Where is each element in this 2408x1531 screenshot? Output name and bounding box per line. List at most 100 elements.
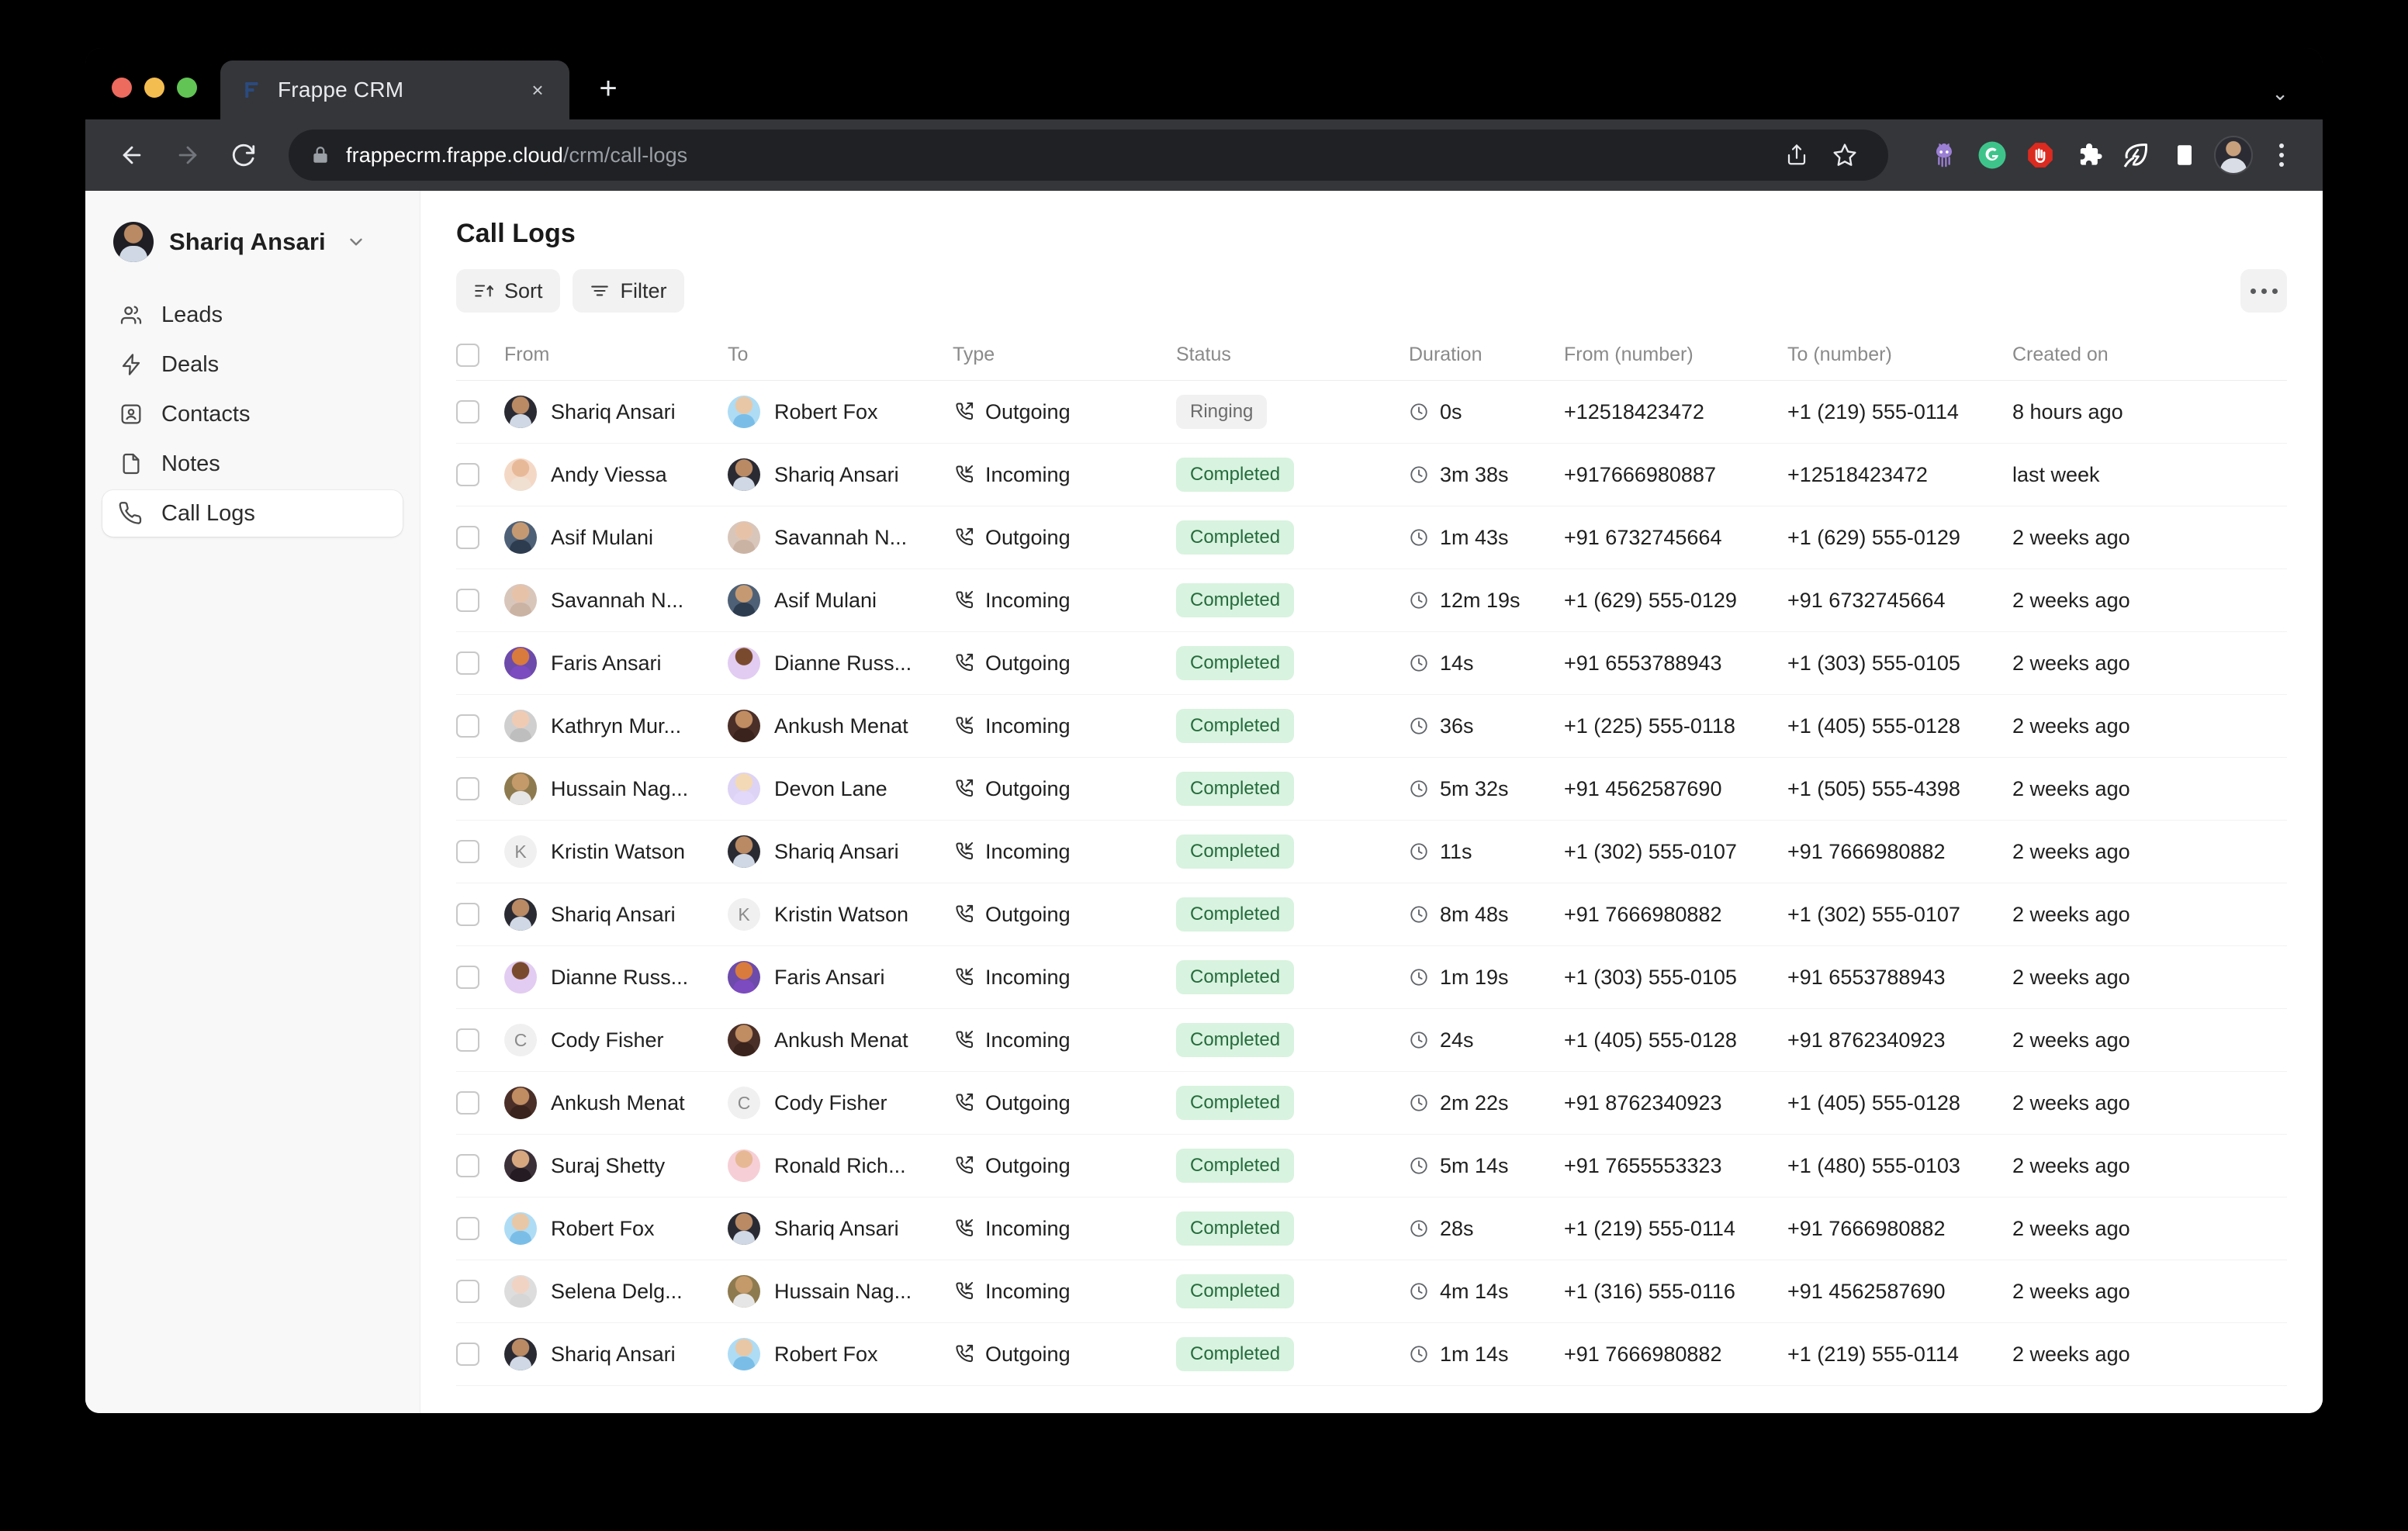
table-row[interactable]: Dianne Russ... Faris Ansari Incoming Comple… xyxy=(456,946,2287,1009)
row-checkbox[interactable] xyxy=(456,714,504,738)
cell-to-number: +1 (480) 555-0103 xyxy=(1787,1153,1960,1177)
row-checkbox[interactable] xyxy=(456,1217,504,1240)
cell-to-number: +1 (629) 555-0129 xyxy=(1787,525,1960,549)
cell-type: Incoming xyxy=(953,463,1176,487)
table-body: Shariq Ansari Robert Fox Outgoing Ringing 0s… xyxy=(456,381,2287,1386)
adblock-icon[interactable] xyxy=(2022,137,2059,174)
forward-button[interactable] xyxy=(163,130,213,180)
row-checkbox[interactable] xyxy=(456,903,504,926)
cell-from-number: +91 7666980882 xyxy=(1564,1342,1722,1366)
chevron-down-icon[interactable]: ⌄ xyxy=(2271,81,2289,105)
table-row[interactable]: Shariq Ansari K Kristin Watson Outgoing Comp… xyxy=(456,883,2287,946)
row-checkbox[interactable] xyxy=(456,463,504,486)
column-header-duration[interactable]: Duration xyxy=(1409,344,1483,365)
call-incoming-icon xyxy=(953,841,974,862)
maximize-window-button[interactable] xyxy=(177,78,197,98)
cell-type: Outgoing xyxy=(953,1343,1176,1367)
cell-created-on: 2 weeks ago xyxy=(2012,1028,2130,1052)
cell-duration: 1m 43s xyxy=(1409,526,1564,550)
back-button[interactable] xyxy=(107,130,157,180)
column-header-created-on[interactable]: Created on xyxy=(2012,344,2109,365)
duration-value: 5m 32s xyxy=(1440,776,1509,800)
cell-to-number: +91 6732745664 xyxy=(1787,588,1946,612)
leaf-icon[interactable] xyxy=(2118,137,2155,174)
puzzle-extensions-icon[interactable] xyxy=(2070,137,2107,174)
row-checkbox[interactable] xyxy=(456,966,504,989)
type-label: Incoming xyxy=(985,462,1071,486)
side-panel-icon[interactable] xyxy=(2166,137,2203,174)
browser-tab[interactable]: Frappe CRM × xyxy=(220,60,569,119)
row-checkbox[interactable] xyxy=(456,840,504,863)
sidebar-item-contacts[interactable]: Contacts xyxy=(102,391,403,437)
filter-button[interactable]: Filter xyxy=(572,269,684,313)
bookmark-star-icon[interactable] xyxy=(1823,133,1867,177)
reload-button[interactable] xyxy=(219,130,268,180)
sidebar-item-leads[interactable]: Leads xyxy=(102,292,403,338)
sidebar-user-switcher[interactable]: Shariq Ansari xyxy=(102,214,403,270)
profile-avatar[interactable] xyxy=(2214,136,2253,175)
select-all-checkbox[interactable] xyxy=(456,343,504,367)
row-checkbox[interactable] xyxy=(456,651,504,675)
cell-type: Outgoing xyxy=(953,651,1176,676)
table-row[interactable]: Suraj Shetty Ronald Rich... Outgoing Comple… xyxy=(456,1135,2287,1197)
row-checkbox[interactable] xyxy=(456,1154,504,1177)
avatar xyxy=(728,835,760,868)
column-header-status[interactable]: Status xyxy=(1176,344,1231,365)
address-bar[interactable]: frappecrm.frappe.cloud/crm/call-logs xyxy=(289,130,1888,181)
octocat-icon[interactable] xyxy=(1925,137,1963,174)
to-name: Faris Ansari xyxy=(774,965,885,989)
sidebar-item-deals[interactable]: Deals xyxy=(102,341,403,388)
cell-type: Incoming xyxy=(953,589,1176,613)
share-icon[interactable] xyxy=(1775,133,1818,177)
table-row[interactable]: Savannah N... Asif Mulani Incoming Complete… xyxy=(456,569,2287,632)
chevron-down-icon[interactable] xyxy=(346,232,366,252)
table-row[interactable]: Selena Delg... Hussain Nag... Incoming Comp… xyxy=(456,1260,2287,1323)
table-row[interactable]: Shariq Ansari Robert Fox Outgoing Completed… xyxy=(456,1323,2287,1386)
duration-value: 11s xyxy=(1440,839,1472,863)
column-header-from-number[interactable]: From (number) xyxy=(1564,344,1694,365)
cell-from-number: +1 (219) 555-0114 xyxy=(1564,1216,1735,1240)
table-row[interactable]: Andy Viessa Shariq Ansari Incoming Complete… xyxy=(456,444,2287,506)
call-outgoing-icon xyxy=(953,904,974,925)
row-checkbox[interactable] xyxy=(456,1091,504,1115)
new-tab-button[interactable]: + xyxy=(599,71,618,105)
cell-duration: 24s xyxy=(1409,1028,1564,1052)
row-checkbox[interactable] xyxy=(456,526,504,549)
cell-created-on: 2 weeks ago xyxy=(2012,714,2130,738)
kebab-menu-icon[interactable] xyxy=(2264,143,2299,167)
table-row[interactable]: K Kristin Watson Shariq Ansari Incoming Comp… xyxy=(456,821,2287,883)
table-row[interactable]: Robert Fox Shariq Ansari Incoming Completed… xyxy=(456,1197,2287,1260)
row-checkbox[interactable] xyxy=(456,589,504,612)
row-checkbox[interactable] xyxy=(456,1028,504,1052)
column-header-type[interactable]: Type xyxy=(953,344,995,365)
cell-type: Outgoing xyxy=(953,777,1176,801)
sort-button[interactable]: Sort xyxy=(456,269,560,313)
close-window-button[interactable] xyxy=(112,78,132,98)
row-checkbox[interactable] xyxy=(456,400,504,423)
close-icon[interactable]: × xyxy=(531,78,544,102)
status-badge: Completed xyxy=(1176,897,1295,931)
cell-from-number: +12518423472 xyxy=(1564,399,1704,423)
sidebar-item-call-logs[interactable]: Call Logs xyxy=(102,490,403,537)
table-row[interactable]: Kathryn Mur... Ankush Menat Incoming Comple… xyxy=(456,695,2287,758)
row-checkbox[interactable] xyxy=(456,1343,504,1366)
avatar xyxy=(504,1275,537,1308)
sidebar-item-notes[interactable]: Notes xyxy=(102,441,403,487)
table-row[interactable]: Ankush Menat C Cody Fisher Outgoing Complete… xyxy=(456,1072,2287,1135)
row-checkbox[interactable] xyxy=(456,1280,504,1303)
column-header-to[interactable]: To xyxy=(728,344,749,365)
table-row[interactable]: Shariq Ansari Robert Fox Outgoing Ringing 0s… xyxy=(456,381,2287,444)
cell-duration: 2m 22s xyxy=(1409,1091,1564,1115)
table-row[interactable]: Asif Mulani Savannah N... Outgoing Complete… xyxy=(456,506,2287,569)
list-options-button[interactable] xyxy=(2240,269,2287,313)
avatar xyxy=(504,898,537,931)
table-row[interactable]: Hussain Nag... Devon Lane Outgoing Complete… xyxy=(456,758,2287,821)
row-checkbox[interactable] xyxy=(456,777,504,800)
sidebar-item-label: Call Logs xyxy=(161,500,255,526)
column-header-to-number[interactable]: To (number) xyxy=(1787,344,1892,365)
grammarly-icon[interactable] xyxy=(1974,137,2011,174)
table-row[interactable]: C Cody Fisher Ankush Menat Incoming Complete… xyxy=(456,1009,2287,1072)
minimize-window-button[interactable] xyxy=(144,78,164,98)
column-header-from[interactable]: From xyxy=(504,344,550,365)
table-row[interactable]: Faris Ansari Dianne Russ... Outgoing Comple… xyxy=(456,632,2287,695)
